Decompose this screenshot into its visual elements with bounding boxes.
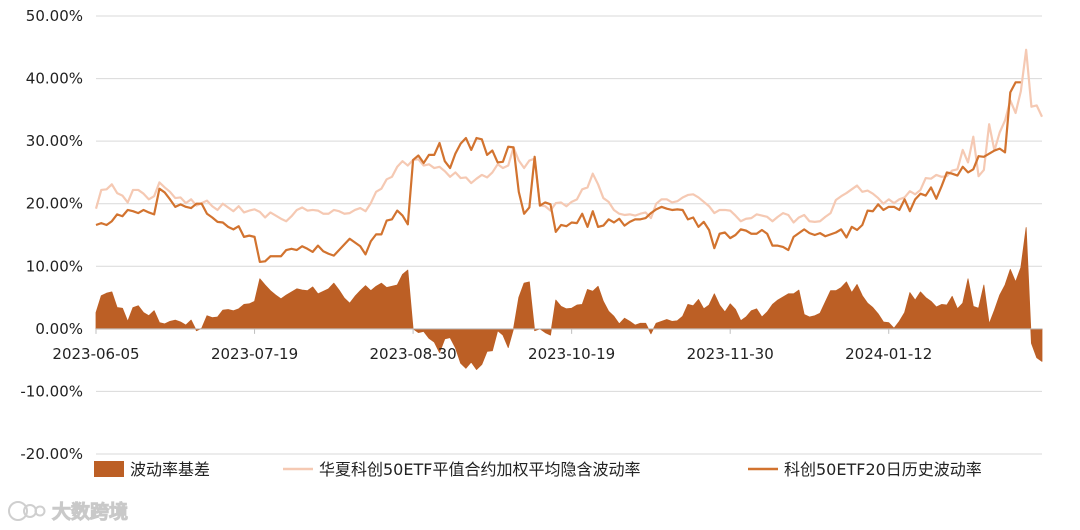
y-tick-label: 30.00%: [26, 132, 83, 150]
x-tick-label: 2023-08-30: [370, 345, 457, 363]
legend-item-basis: 波动率基差: [94, 460, 210, 479]
x-tick-label: 2024-01-12: [845, 345, 932, 363]
x-tick-label: 2023-11-30: [687, 345, 774, 363]
basis-area-layer: [95, 227, 1043, 370]
axes-layer: 50.00% 40.00% 30.00% 20.00% 10.00% 0.00% -10.0…: [20, 7, 1042, 463]
y-tick-label: 50.00%: [26, 7, 83, 25]
grid-lines: [96, 15, 1042, 455]
basis-area: [95, 227, 1043, 370]
y-tick-label: 10.00%: [26, 257, 83, 275]
legend-label: 科创50ETF20日历史波动率: [784, 460, 982, 479]
legend: 波动率基差 华夏科创50ETF平值合约加权平均隐含波动率 科创50ETF20日历史波…: [94, 460, 982, 479]
y-tick-label: -20.00%: [20, 445, 83, 463]
y-tick-label: 0.00%: [35, 320, 83, 338]
legend-item-implied-vol: 华夏科创50ETF平值合约加权平均隐含波动率: [283, 460, 640, 479]
y-tick-label: 40.00%: [26, 70, 83, 88]
series-lines-layer: [94, 48, 1043, 264]
implied-vol-line: [94, 48, 1043, 224]
watermark-logo-icon: [8, 501, 46, 521]
legend-swatch: [94, 461, 124, 477]
x-tick-label: 2023-10-19: [528, 345, 615, 363]
y-tick-label: -10.00%: [20, 382, 83, 400]
legend-label: 波动率基差: [130, 460, 210, 479]
x-tick-label: 2023-07-19: [211, 345, 298, 363]
watermark-text: 大数跨境: [52, 500, 128, 523]
watermark: 大数跨境: [8, 500, 128, 523]
x-tick-label: 2023-06-05: [52, 345, 139, 363]
legend-label: 华夏科创50ETF平值合约加权平均隐含波动率: [319, 460, 640, 479]
historical-vol-line: [95, 81, 1021, 264]
legend-item-historical-vol: 科创50ETF20日历史波动率: [748, 460, 982, 479]
y-tick-label: 20.00%: [26, 195, 83, 213]
